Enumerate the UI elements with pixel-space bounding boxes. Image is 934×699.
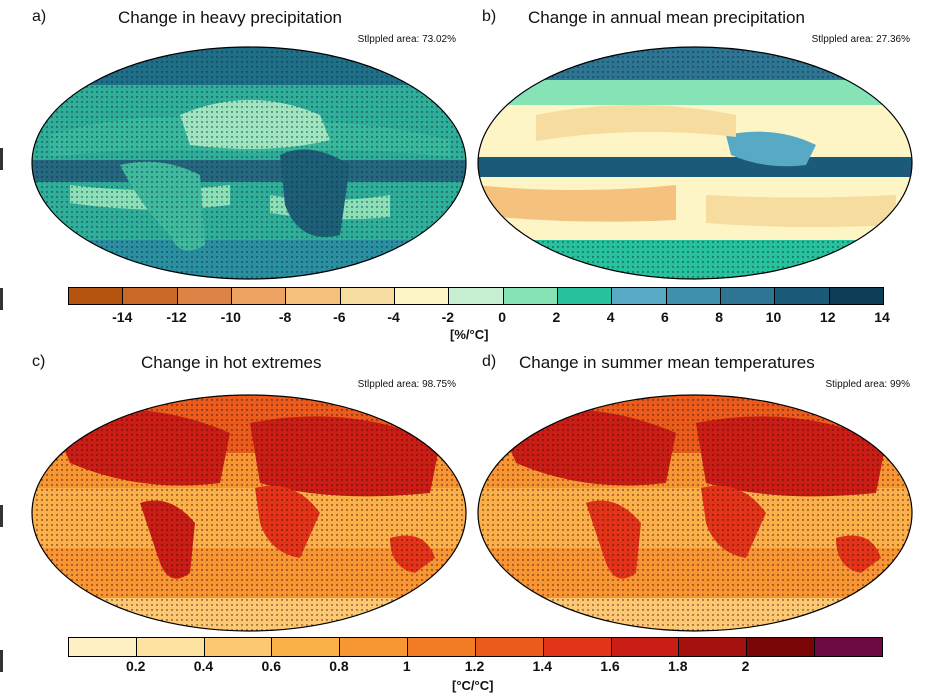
colorbar-tick-label: 1.2 (464, 658, 485, 674)
temperature-colorbar (68, 637, 883, 657)
colorbar-tick-label: 2 (741, 658, 750, 674)
colorbar-swatch (340, 638, 409, 656)
colorbar-swatch (69, 288, 124, 304)
colorbar-swatch (475, 638, 544, 656)
edge-mark (0, 288, 3, 310)
colorbar-tick-label: 10 (765, 309, 782, 325)
colorbar-swatch (503, 288, 558, 304)
edge-mark (0, 148, 3, 170)
panel-d-title: Change in summer mean temperatures (519, 353, 815, 372)
colorbar-swatch (272, 638, 341, 656)
colorbar-tick-label: 0.4 (193, 658, 214, 674)
colorbar-tick-label: -8 (278, 309, 292, 325)
colorbar-tick-label: -12 (166, 309, 187, 325)
colorbar-swatch (394, 288, 450, 304)
colorbar-swatch (611, 638, 680, 656)
colorbar-swatch (340, 288, 395, 304)
colorbar-swatch (204, 638, 273, 656)
panel-a-letter: a) (32, 8, 47, 25)
colorbar-swatch (679, 638, 748, 656)
colorbar-tick-label: -10 (220, 309, 241, 325)
colorbar-swatch (136, 638, 205, 656)
colorbar-swatch (815, 638, 882, 656)
colorbar-tick-label: -4 (387, 309, 400, 325)
temperature-colorbar-unit: [°C/°C] (452, 678, 494, 693)
colorbar-tick-label: 14 (874, 309, 890, 325)
panel-c-stippled-area: Stlppled area: 98.75% (357, 379, 456, 390)
colorbar-tick-label: 0.2 (126, 658, 146, 674)
precipitation-colorbar (68, 287, 884, 305)
colorbar-swatch (449, 288, 504, 304)
panel-a-stippled-area: Stlppled area: 73.02% (357, 34, 456, 45)
colorbar-swatch (747, 638, 816, 656)
panel-c-map (31, 394, 467, 632)
panel-b-letter: b) (482, 8, 497, 25)
colorbar-swatch (69, 638, 137, 656)
colorbar-tick-label: 4 (606, 309, 615, 325)
panel-a-map (31, 46, 467, 280)
panel-d-stippled-area: Stippled area: 99% (825, 379, 910, 390)
panel-b-map (477, 46, 913, 280)
colorbar-tick-label: 0 (498, 309, 507, 325)
colorbar-swatch (829, 288, 883, 304)
colorbar-tick-label: -14 (112, 309, 133, 325)
colorbar-tick-label: 1 (402, 658, 411, 674)
panel-d-map (477, 394, 913, 632)
colorbar-tick-label: 0.8 (329, 658, 349, 674)
panel-d-letter: d) (482, 353, 497, 370)
colorbar-swatch (177, 288, 232, 304)
colorbar-tick-label: 1.4 (532, 658, 552, 674)
colorbar-swatch (543, 638, 612, 656)
panel-c-letter: c) (32, 353, 46, 370)
panel-c-title: Change in hot extremes (141, 353, 322, 372)
colorbar-swatch (286, 288, 341, 304)
colorbar-swatch (720, 288, 776, 304)
edge-mark (0, 505, 3, 527)
panel-a-title: Change in heavy precipitation (118, 8, 342, 27)
panel-b-stippled-area: Stlppled area: 27.36% (811, 34, 910, 45)
colorbar-tick-label: 6 (661, 309, 669, 325)
colorbar-tick-label: 0.6 (261, 658, 281, 674)
colorbar-tick-label: -6 (333, 309, 346, 325)
colorbar-swatch (231, 288, 287, 304)
colorbar-swatch (557, 288, 613, 304)
colorbar-tick-label: -2 (441, 309, 455, 325)
colorbar-swatch (775, 288, 830, 304)
precipitation-colorbar-unit: [%/°C] (450, 327, 489, 342)
temperature-colorbar-ticks: 0.2 0.4 0.6 0.8 1 1.2 1.4 1.6 1.8 2 (68, 658, 881, 678)
colorbar-tick-label: 1.8 (668, 658, 688, 674)
colorbar-tick-label: 12 (819, 309, 836, 325)
panel-b-title: Change in annual mean precipitation (528, 8, 805, 27)
colorbar-tick-label: 1.6 (600, 658, 620, 674)
colorbar-tick-label: 8 (715, 309, 724, 325)
colorbar-tick-label: 2 (552, 309, 561, 325)
edge-mark (0, 650, 3, 672)
colorbar-swatch (666, 288, 721, 304)
precipitation-colorbar-ticks: -14 -12 -10 -8 -6 -4 -2 0 2 4 6 8 10 12 14 (68, 309, 890, 329)
colorbar-swatch (612, 288, 667, 304)
colorbar-swatch (123, 288, 178, 304)
colorbar-swatch (408, 638, 476, 656)
